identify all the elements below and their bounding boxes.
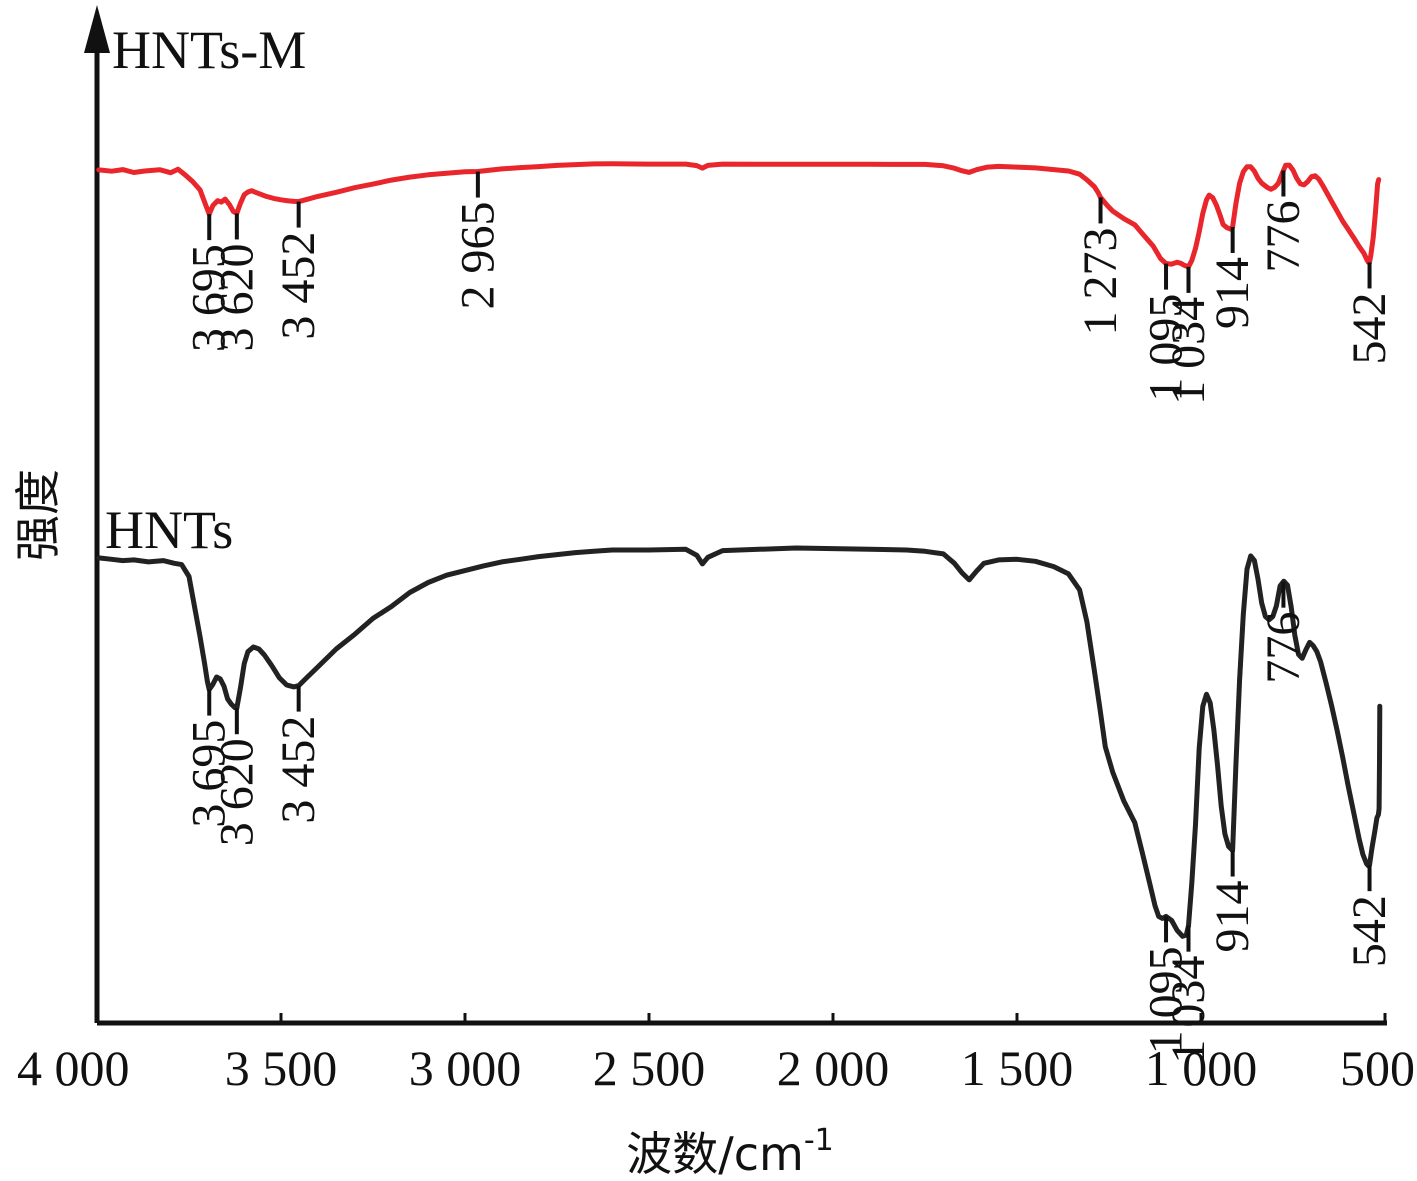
axes: 4 000 3 500 3 000 2 500 2 000 1 500 1 000 500 [17, 5, 1415, 1096]
series-layer [96, 161, 1383, 939]
peak-label: 542 [1343, 895, 1396, 967]
x-tick-label: 3 500 [225, 1040, 338, 1096]
x-tick-label: 1 500 [961, 1040, 1074, 1096]
series-line-hnts [96, 545, 1383, 939]
text-layer: 波数/cm-1 强度 HNTs-M HNTs [11, 20, 834, 1181]
peak-label: 914 [1206, 881, 1259, 953]
y-axis-title: 强度 [11, 469, 65, 561]
peak-label: 1 034 [1162, 297, 1215, 405]
peak-label: 3 452 [272, 232, 325, 340]
x-tick-label: 3 000 [409, 1040, 522, 1096]
peak-label: 3 452 [272, 716, 325, 824]
peak-label: 542 [1343, 292, 1396, 364]
peak-label: 3 620 [210, 243, 263, 351]
x-tick-label: 4 000 [17, 1040, 130, 1096]
peak-label: 1 034 [1162, 956, 1215, 1064]
peak-label: 2 965 [451, 202, 504, 310]
series-line-hnts-m [96, 161, 1382, 270]
x-axis-title: 波数/cm-1 [626, 1123, 834, 1181]
peak-label: 1 095 [1140, 946, 1193, 1054]
peak-label: 776 [1257, 201, 1310, 273]
series-label-hnts: HNTs [105, 500, 233, 560]
peak-label: 3 620 [210, 738, 263, 846]
peak-label: 1 273 [1074, 227, 1127, 335]
peak-label: 3 695 [183, 244, 236, 352]
peak-label: 776 [1257, 612, 1310, 684]
x-tick-label: 1 000 [1145, 1040, 1258, 1096]
series-label-hnts-m: HNTs-M [112, 20, 306, 80]
peak-label: 914 [1206, 257, 1259, 329]
x-tick-label: 500 [1340, 1040, 1415, 1096]
x-tick-label: 2 500 [593, 1040, 706, 1096]
peak-label: 1 095 [1140, 294, 1193, 402]
y-axis-arrow-icon [84, 5, 110, 53]
peak-label: 3 695 [183, 720, 236, 828]
x-tick-label: 2 000 [777, 1040, 890, 1096]
